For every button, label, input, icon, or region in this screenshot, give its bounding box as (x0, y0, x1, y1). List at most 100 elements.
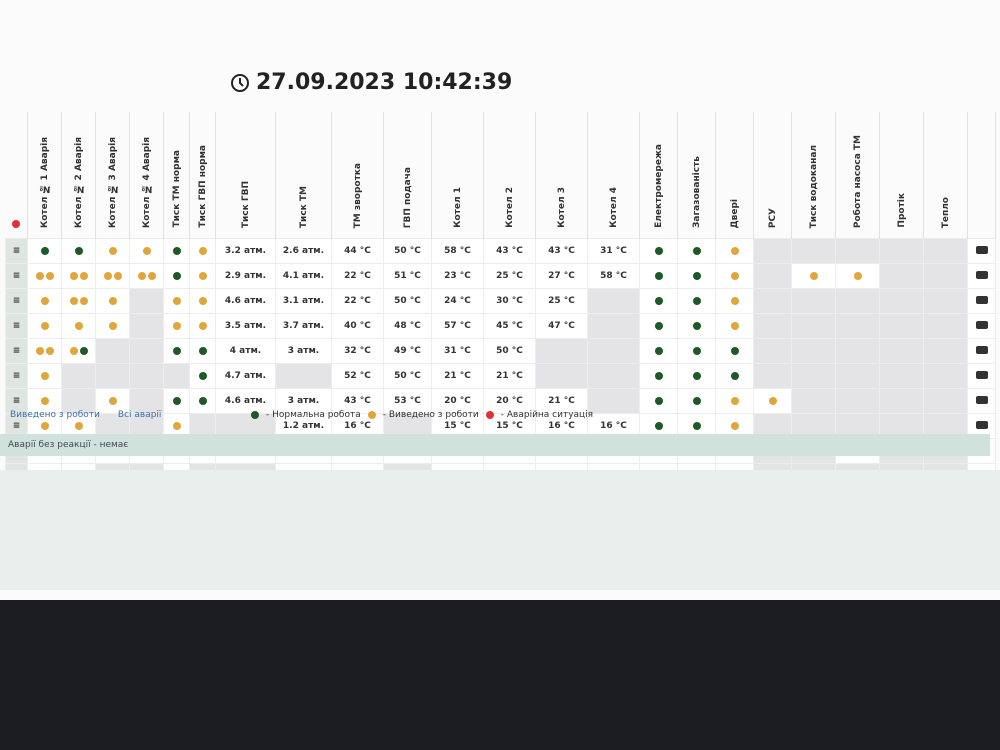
status-cell (639, 313, 678, 339)
status-cell (61, 363, 96, 389)
value-cell: 2.6 атм. (275, 238, 332, 264)
status-cell (27, 388, 62, 414)
status-dot (654, 346, 663, 355)
status-dot (35, 271, 44, 280)
header-text: Електромережа (653, 144, 664, 228)
datetime: 27.09.2023 10:42:39 (256, 70, 513, 95)
status-cell (163, 363, 190, 389)
value-cell: 4.1 атм. (275, 263, 332, 289)
status-cell (27, 263, 62, 289)
row-menu: ≡ (5, 413, 28, 439)
status-cell (753, 288, 792, 314)
status-dot (730, 296, 739, 305)
status-dot (79, 346, 88, 355)
signal-icon (975, 395, 988, 404)
value-cell: 47 °C (535, 313, 588, 339)
status-cell (189, 363, 216, 389)
signal-cell (967, 313, 996, 339)
status-cell (95, 313, 130, 339)
status-dot (654, 246, 663, 255)
column-header: Котел 3 (535, 112, 588, 239)
value-cell: 43 °C (535, 238, 588, 264)
value-cell: 23 °C (431, 263, 484, 289)
status-cell (61, 338, 96, 364)
status-dot (40, 321, 49, 330)
status-dot (654, 321, 663, 330)
legend-text: - Аварійна ситуація (500, 410, 594, 420)
status-dot (45, 271, 54, 280)
status-dot (730, 396, 739, 405)
value: 2.9 атм. (224, 271, 267, 281)
column-header: Котел 2 (483, 112, 536, 239)
status-dot (692, 371, 701, 380)
status-cell (129, 263, 164, 289)
signal-icon (975, 370, 988, 379)
status-cell (791, 363, 836, 389)
status-dot (79, 296, 88, 305)
link[interactable]: Всі аварії (117, 410, 162, 420)
status-dot (108, 396, 117, 405)
value: 50 °C (496, 346, 523, 356)
column-header: Котел № 1 Аварія (27, 112, 62, 239)
header-text: РСУ (767, 207, 778, 228)
header-text: Котел 1 (452, 187, 463, 228)
value-cell: 20 °C (483, 388, 536, 414)
value: 2.6 атм. (282, 246, 325, 256)
status-cell (61, 263, 96, 289)
footer: Аварії без реакції - немає (0, 434, 990, 456)
status-cell (677, 238, 716, 264)
status-dot (69, 346, 78, 355)
value: 31 °C (444, 346, 471, 356)
value-cell: 40 °C (331, 313, 384, 339)
empty-cell (879, 263, 924, 289)
value: 20 °C (496, 396, 523, 406)
status-cell (715, 388, 754, 414)
column-header: Котел 4 (587, 112, 640, 239)
status-dot (74, 421, 83, 430)
value: 4.6 атм. (224, 396, 267, 406)
value: 16 °C (548, 421, 575, 431)
icon-shape (975, 295, 988, 304)
value: 40 °C (344, 321, 371, 331)
value-cell: 31 °C (587, 238, 640, 264)
status-cell (129, 363, 164, 389)
icon-shape (975, 320, 988, 329)
status-cell (163, 263, 190, 289)
status-cell (189, 238, 216, 264)
status-dot (172, 246, 181, 255)
header-text: Тиск ГВП норма (197, 145, 208, 228)
value-cell: 44 °C (331, 238, 384, 264)
value-cell: 49 °C (383, 338, 432, 364)
value: 45 °C (496, 321, 523, 331)
status-cell (753, 238, 792, 264)
status-cell (753, 363, 792, 389)
value-cell: 31 °C (431, 338, 484, 364)
status-dot (172, 346, 181, 355)
value: 4 атм. (229, 346, 262, 356)
value-cell: 52 °C (331, 363, 384, 389)
value-cell (275, 363, 332, 389)
title: 27.09.2023 10:42:39 (230, 70, 512, 95)
status-dot (198, 371, 207, 380)
empty-area (0, 470, 1000, 590)
value-cell: 21 °C (483, 363, 536, 389)
value-cell: 50 °C (383, 238, 432, 264)
value-cell: 32 °C (331, 338, 384, 364)
status-dot (69, 271, 78, 280)
legend: - Нормальна робота - Виведено з роботи -… (250, 410, 593, 420)
link[interactable]: Виведено з роботи (10, 410, 100, 420)
column-header: Тиск ТМ (275, 112, 332, 239)
header-text: Тиск ГВП (240, 180, 251, 228)
value: 50 °C (394, 296, 421, 306)
header-text: Загазованість (691, 156, 702, 228)
column-header: ГВП подача (383, 112, 432, 239)
empty-cell (923, 338, 968, 364)
header-text: Протік (896, 193, 907, 228)
empty-cell (879, 313, 924, 339)
status-cell (753, 388, 792, 414)
header-text: Котел № 2 Аварія (73, 136, 84, 228)
status-cell (61, 313, 96, 339)
column-header: Котел № 4 Аварія (129, 112, 164, 239)
empty-cell (879, 388, 924, 414)
value-cell: 4.6 атм. (215, 388, 276, 414)
